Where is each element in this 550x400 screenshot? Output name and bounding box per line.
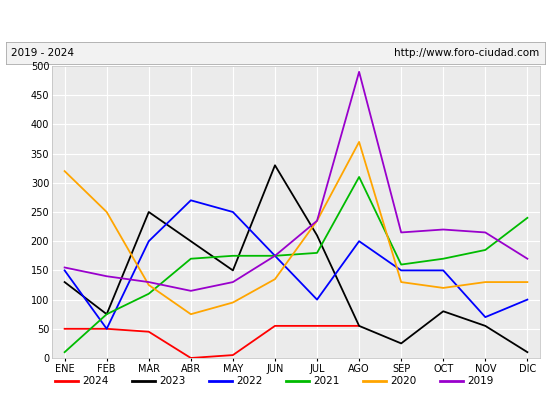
Text: http://www.foro-ciudad.com: http://www.foro-ciudad.com [394,48,539,58]
Text: 2020: 2020 [390,376,417,386]
Text: 2019: 2019 [468,376,494,386]
Text: 2023: 2023 [160,376,186,386]
Text: 2019 - 2024: 2019 - 2024 [11,48,74,58]
Text: Evolucion Nº Turistas Nacionales en el municipio de Godall: Evolucion Nº Turistas Nacionales en el m… [55,14,495,28]
Text: 2022: 2022 [236,376,263,386]
Text: 2024: 2024 [82,376,109,386]
Text: 2021: 2021 [314,376,340,386]
